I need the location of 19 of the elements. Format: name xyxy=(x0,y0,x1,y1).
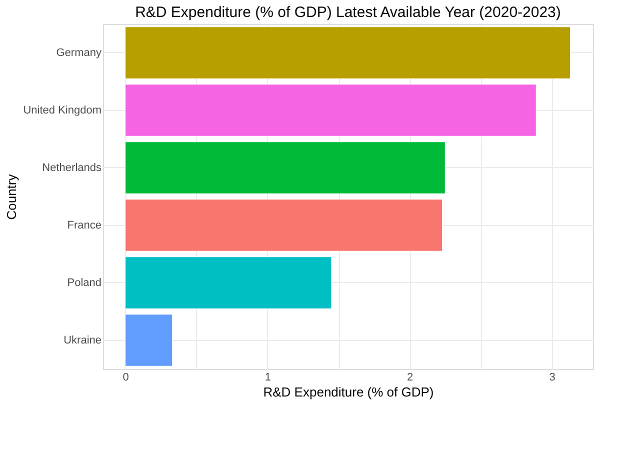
bar xyxy=(125,314,172,366)
bar xyxy=(125,142,446,194)
bar xyxy=(125,256,332,309)
bar xyxy=(125,199,443,252)
x-axis-title: R&D Expenditure (% of GDP) xyxy=(263,384,434,400)
y-tick-label: Ukraine xyxy=(64,334,102,346)
bar xyxy=(125,84,536,136)
y-tick-label: Netherlands xyxy=(42,162,102,174)
chart-title: R&D Expenditure (% of GDP) Latest Available Year (2020-2023) xyxy=(135,4,561,21)
y-axis-title: Country xyxy=(4,174,20,220)
y-tick-label: United Kingdom xyxy=(23,104,102,116)
x-tick-label: 2 xyxy=(407,372,414,384)
x-tick-label: 1 xyxy=(264,372,272,384)
bar xyxy=(125,26,571,79)
x-tick-label: 3 xyxy=(549,372,556,384)
y-tick-label: Germany xyxy=(56,46,102,59)
y-tick-label: France xyxy=(67,219,102,232)
x-tick-label: 0 xyxy=(122,372,129,384)
y-tick-label: Poland xyxy=(67,276,102,289)
